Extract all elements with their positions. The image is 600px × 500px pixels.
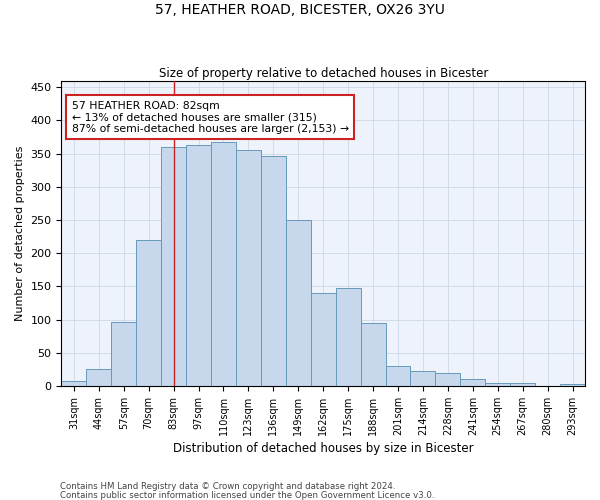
Text: Contains public sector information licensed under the Open Government Licence v3: Contains public sector information licen…: [60, 490, 434, 500]
Bar: [136, 240, 161, 386]
Bar: [186, 145, 211, 386]
Bar: [335, 288, 361, 386]
Y-axis label: Number of detached properties: Number of detached properties: [15, 146, 25, 321]
Bar: [361, 323, 386, 386]
Bar: [211, 142, 236, 386]
Bar: [460, 380, 485, 386]
Bar: [161, 147, 186, 386]
Bar: [61, 380, 86, 386]
Bar: [560, 384, 585, 386]
Bar: [510, 384, 535, 386]
Bar: [86, 370, 111, 386]
Bar: [261, 156, 286, 386]
Bar: [111, 322, 136, 386]
X-axis label: Distribution of detached houses by size in Bicester: Distribution of detached houses by size …: [173, 442, 473, 455]
Bar: [410, 372, 436, 386]
Bar: [311, 293, 335, 386]
Text: Contains HM Land Registry data © Crown copyright and database right 2024.: Contains HM Land Registry data © Crown c…: [60, 482, 395, 491]
Bar: [236, 150, 261, 386]
Bar: [436, 372, 460, 386]
Bar: [485, 384, 510, 386]
Text: 57, HEATHER ROAD, BICESTER, OX26 3YU: 57, HEATHER ROAD, BICESTER, OX26 3YU: [155, 2, 445, 16]
Text: 57 HEATHER ROAD: 82sqm
← 13% of detached houses are smaller (315)
87% of semi-de: 57 HEATHER ROAD: 82sqm ← 13% of detached…: [72, 100, 349, 134]
Bar: [286, 220, 311, 386]
Title: Size of property relative to detached houses in Bicester: Size of property relative to detached ho…: [158, 66, 488, 80]
Bar: [386, 366, 410, 386]
